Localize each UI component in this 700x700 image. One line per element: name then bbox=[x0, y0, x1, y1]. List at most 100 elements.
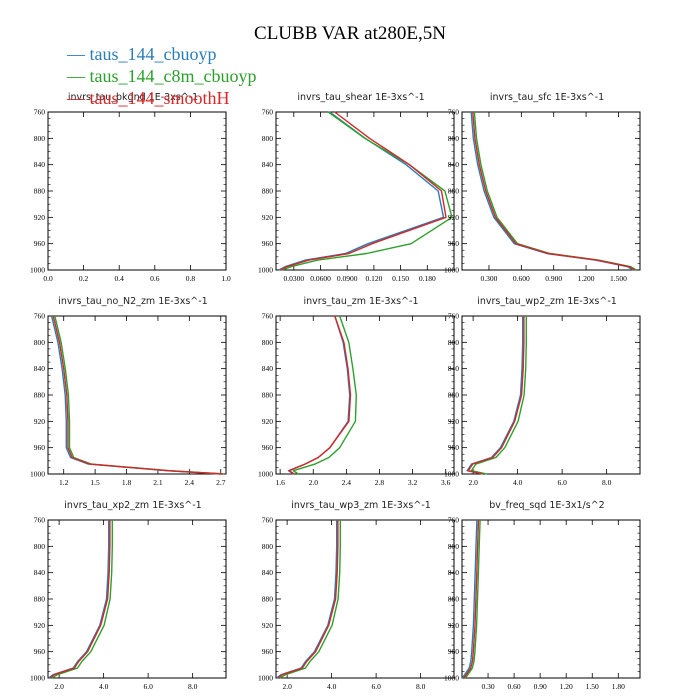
x-tick-label: 3.6 bbox=[441, 478, 451, 487]
series-line bbox=[472, 111, 635, 271]
y-tick-label: 920 bbox=[262, 417, 274, 426]
x-tick-label: 0.120 bbox=[365, 274, 382, 283]
x-tick-label: 4.0 bbox=[99, 682, 109, 691]
y-tick-label: 840 bbox=[262, 364, 274, 373]
y-tick-label: 840 bbox=[448, 568, 460, 577]
series-line bbox=[461, 519, 478, 679]
legend: — taus_144_cbuoyp — taus_144_c8m_cbuoyp … bbox=[66, 44, 256, 108]
y-tick-label: 960 bbox=[448, 239, 460, 248]
y-tick-label: 760 bbox=[34, 108, 46, 117]
series-line bbox=[287, 315, 351, 475]
series-line bbox=[54, 315, 225, 475]
y-tick-label: 1000 bbox=[258, 674, 273, 683]
x-tick-label: 1.500 bbox=[610, 274, 627, 283]
y-tick-label: 920 bbox=[262, 213, 274, 222]
y-tick-label: 920 bbox=[34, 417, 46, 426]
panel-title: invrs_tau_wp3_zm 1E-3xs^-1 bbox=[291, 500, 431, 511]
series-line bbox=[467, 316, 525, 475]
x-tick-label: 1.2 bbox=[59, 478, 69, 487]
figure-title: CLUBB VAR at280E,5N bbox=[254, 23, 446, 44]
x-tick-label: 0.0 bbox=[43, 274, 53, 283]
x-tick-label: 0.0900 bbox=[337, 274, 358, 283]
y-tick-label: 760 bbox=[34, 312, 46, 321]
x-tick-label: 0.0600 bbox=[310, 274, 331, 283]
legend-label: taus_144_smoothH bbox=[90, 88, 230, 108]
x-tick-label: 0.60 bbox=[508, 682, 521, 691]
y-tick-label: 800 bbox=[448, 542, 460, 551]
x-tick-label: 0.4 bbox=[115, 274, 125, 283]
panel-title: invrs_tau_no_N2_zm 1E-3xs^-1 bbox=[58, 296, 207, 307]
y-tick-label: 960 bbox=[262, 239, 274, 248]
y-tick-label: 800 bbox=[262, 338, 274, 347]
x-tick-label: 6.0 bbox=[143, 682, 153, 691]
y-tick-label: 1000 bbox=[30, 470, 45, 479]
x-tick-label: 2.0 bbox=[468, 478, 478, 487]
x-tick-label: 0.180 bbox=[419, 274, 436, 283]
x-tick-label: 0.30 bbox=[481, 682, 494, 691]
series-line bbox=[278, 111, 445, 271]
y-tick-label: 800 bbox=[448, 134, 460, 143]
panel-title: invrs_tau_xp2_zm 1E-3xs^-1 bbox=[64, 500, 201, 511]
legend-swatch: — bbox=[66, 66, 90, 86]
x-tick-label: 8.0 bbox=[188, 682, 198, 691]
plot-frame bbox=[47, 519, 227, 679]
series-line bbox=[281, 111, 453, 271]
y-tick-label: 1000 bbox=[444, 266, 459, 275]
y-tick-label: 880 bbox=[262, 391, 274, 400]
x-tick-label: 1.50 bbox=[586, 682, 599, 691]
y-tick-label: 920 bbox=[448, 213, 460, 222]
y-tick-label: 760 bbox=[262, 516, 274, 525]
y-tick-label: 920 bbox=[448, 417, 460, 426]
legend-swatch: — bbox=[66, 88, 90, 108]
x-tick-label: 0.2 bbox=[79, 274, 89, 283]
series-line bbox=[51, 520, 114, 679]
series-line bbox=[292, 315, 357, 475]
series-line bbox=[470, 111, 634, 271]
panel-invrs-tau-no-N2-zm: invrs_tau_no_N2_zm 1E-3xs^-1 760 800 840 880… bbox=[30, 296, 227, 487]
y-tick-label: 840 bbox=[34, 568, 46, 577]
x-tick-label: 0.0300 bbox=[283, 274, 304, 283]
y-tick-label: 880 bbox=[448, 391, 460, 400]
x-tick-label: 2.0 bbox=[309, 478, 319, 487]
x-tick-label: 2.7 bbox=[216, 478, 226, 487]
x-tick-label: 6.0 bbox=[371, 682, 381, 691]
plot-frame bbox=[461, 315, 641, 475]
series-line bbox=[463, 519, 480, 679]
y-tick-label: 840 bbox=[262, 568, 274, 577]
y-tick-label: 880 bbox=[34, 595, 46, 604]
series-line bbox=[48, 520, 110, 679]
x-tick-label: 4.0 bbox=[513, 478, 523, 487]
y-tick-label: 760 bbox=[448, 108, 460, 117]
y-tick-label: 840 bbox=[34, 364, 46, 373]
y-tick-label: 760 bbox=[448, 312, 460, 321]
x-tick-label: 2.1 bbox=[153, 478, 163, 487]
y-tick-label: 880 bbox=[448, 595, 460, 604]
y-tick-label: 920 bbox=[34, 621, 46, 630]
y-tick-label: 960 bbox=[448, 647, 460, 656]
series-line bbox=[473, 111, 637, 271]
panel-title: invrs_tau_bkgnd 1E-3xs^-1 bbox=[68, 92, 198, 103]
x-tick-label: 1.8 bbox=[122, 478, 132, 487]
x-tick-label: 1.0 bbox=[221, 274, 231, 283]
x-tick-label: 0.90 bbox=[534, 682, 547, 691]
legend-entry-smoothH: — taus_144_smoothH bbox=[66, 88, 230, 108]
series-line bbox=[279, 520, 341, 679]
series-line bbox=[470, 316, 527, 475]
y-tick-label: 1000 bbox=[444, 470, 459, 479]
x-tick-label: 1.80 bbox=[612, 682, 625, 691]
x-tick-label: 6.0 bbox=[557, 478, 567, 487]
panel-title: bv_freq_sqd 1E-3x1/s^2 bbox=[489, 500, 604, 511]
x-tick-label: 8.0 bbox=[602, 478, 612, 487]
x-tick-label: 1.5 bbox=[90, 478, 100, 487]
y-tick-label: 1000 bbox=[30, 674, 45, 683]
y-tick-label: 880 bbox=[34, 187, 46, 196]
y-tick-label: 800 bbox=[34, 134, 46, 143]
x-tick-label: 0.900 bbox=[545, 274, 562, 283]
y-tick-label: 800 bbox=[262, 542, 274, 551]
series-line bbox=[466, 316, 524, 475]
y-tick-label: 960 bbox=[34, 647, 46, 656]
panel-invrs-tau-wp3-zm: invrs_tau_wp3_zm 1E-3xs^-1 760 800 840 880 92… bbox=[258, 500, 455, 691]
x-tick-label: 2.0 bbox=[282, 682, 292, 691]
x-tick-label: 0.8 bbox=[186, 274, 196, 283]
